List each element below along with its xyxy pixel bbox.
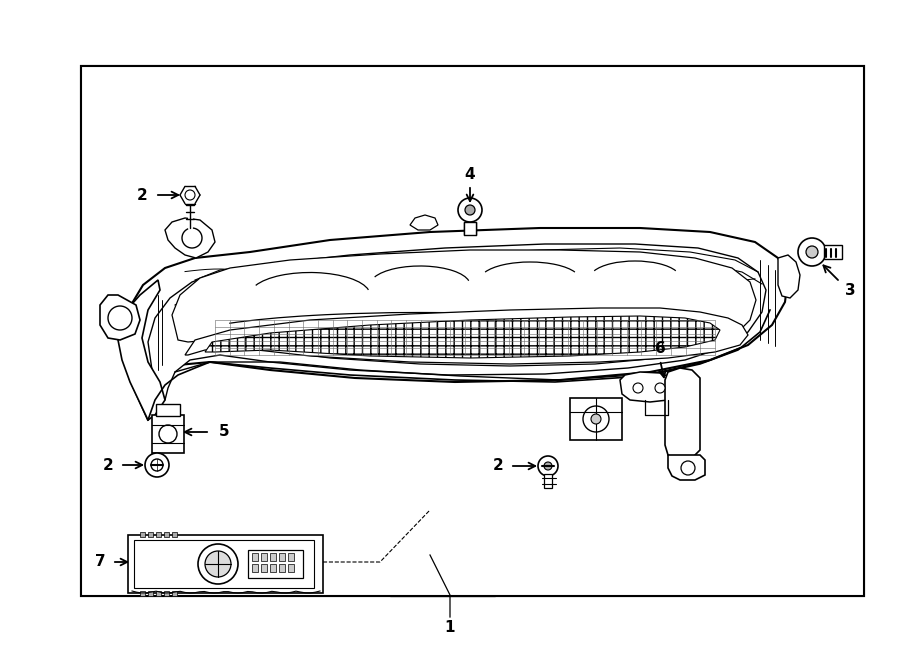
Polygon shape xyxy=(165,218,215,258)
Text: 5: 5 xyxy=(219,424,230,440)
Bar xyxy=(261,564,267,572)
Polygon shape xyxy=(205,316,720,358)
Bar xyxy=(172,591,177,596)
Bar xyxy=(156,591,161,596)
Polygon shape xyxy=(665,368,700,460)
Bar xyxy=(288,564,294,572)
Text: 6: 6 xyxy=(654,340,665,355)
Text: 1: 1 xyxy=(445,620,455,636)
Bar xyxy=(140,532,145,537)
Text: 3: 3 xyxy=(845,283,855,297)
Circle shape xyxy=(681,461,695,475)
Polygon shape xyxy=(122,228,788,420)
Circle shape xyxy=(182,228,202,248)
Polygon shape xyxy=(668,455,705,480)
Circle shape xyxy=(205,551,231,577)
Circle shape xyxy=(591,414,601,424)
Bar xyxy=(270,564,276,572)
Bar xyxy=(152,415,184,453)
Bar xyxy=(164,532,169,537)
Circle shape xyxy=(185,190,195,200)
Bar xyxy=(279,564,285,572)
Circle shape xyxy=(151,459,163,471)
Bar xyxy=(148,532,153,537)
Bar xyxy=(252,553,258,561)
Circle shape xyxy=(198,544,238,584)
Bar xyxy=(270,553,276,561)
Circle shape xyxy=(544,462,552,470)
Bar xyxy=(81,66,864,596)
Bar xyxy=(248,550,303,578)
Circle shape xyxy=(798,238,826,266)
Circle shape xyxy=(655,383,665,393)
Bar xyxy=(570,398,622,440)
Circle shape xyxy=(159,425,177,443)
Bar xyxy=(261,553,267,561)
Bar xyxy=(288,553,294,561)
Bar xyxy=(148,591,153,596)
Bar xyxy=(824,245,842,259)
Text: 2: 2 xyxy=(103,457,113,473)
Bar xyxy=(156,532,161,537)
Polygon shape xyxy=(620,372,678,402)
Polygon shape xyxy=(118,280,165,420)
Bar xyxy=(134,540,314,588)
Circle shape xyxy=(538,456,558,476)
Text: 2: 2 xyxy=(492,459,503,473)
Polygon shape xyxy=(778,255,800,298)
Bar xyxy=(252,564,258,572)
Text: 2: 2 xyxy=(137,187,148,203)
Bar xyxy=(544,474,552,488)
Polygon shape xyxy=(410,215,438,230)
Circle shape xyxy=(145,453,169,477)
Bar xyxy=(140,591,145,596)
Circle shape xyxy=(633,383,643,393)
Circle shape xyxy=(458,198,482,222)
Circle shape xyxy=(806,246,818,258)
Text: 4: 4 xyxy=(464,167,475,181)
Circle shape xyxy=(583,406,609,432)
Bar xyxy=(172,532,177,537)
Circle shape xyxy=(108,306,132,330)
Polygon shape xyxy=(172,250,756,366)
Text: 7: 7 xyxy=(94,555,105,569)
Bar xyxy=(156,404,180,416)
Bar xyxy=(279,553,285,561)
Polygon shape xyxy=(100,295,140,340)
Bar xyxy=(128,535,323,593)
Bar xyxy=(464,222,476,235)
Polygon shape xyxy=(185,308,748,364)
Bar xyxy=(81,66,864,596)
Polygon shape xyxy=(148,244,766,400)
Bar xyxy=(164,591,169,596)
Circle shape xyxy=(465,205,475,215)
